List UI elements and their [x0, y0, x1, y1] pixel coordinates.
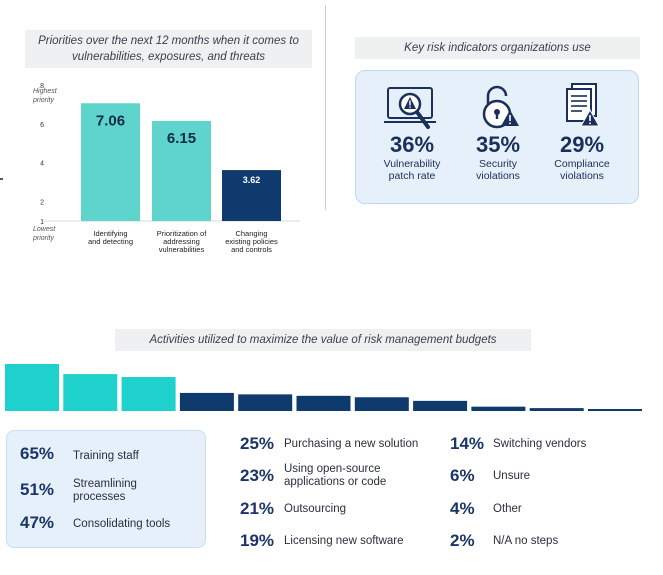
category-label: Prioritization of	[157, 229, 208, 238]
activity-bar	[354, 397, 409, 411]
activity-bar	[588, 409, 642, 411]
document-warning-icon	[552, 82, 612, 132]
highest-priority-label: priority	[32, 97, 55, 104]
activity-bar	[5, 364, 59, 411]
priority-bar	[81, 103, 140, 221]
priority-bar	[222, 170, 281, 221]
activity-label: Other	[493, 503, 522, 515]
lowest-priority-label: Lowest	[33, 226, 56, 233]
category-label: existing policies	[225, 237, 278, 246]
activity-pct: 2%	[450, 531, 475, 550]
left-edge-tick	[0, 178, 3, 180]
priorities-chart-title: Priorities over the next 12 months when …	[25, 30, 312, 68]
vulnerability-scan-icon	[382, 82, 442, 132]
y-tick-label: 8	[40, 83, 44, 90]
kri-pct: 35%	[475, 132, 521, 157]
activity-bar	[179, 392, 234, 411]
kri-title: Key risk indicators organizations use	[355, 37, 640, 59]
category-label: vulnerabilities	[159, 245, 205, 254]
lowest-priority-label: priority	[32, 235, 55, 242]
activity-pct: 47%	[20, 513, 55, 532]
activity-label-line2: applications or code	[284, 476, 387, 488]
category-label: addressing	[163, 237, 200, 246]
activity-pct: 14%	[450, 434, 485, 453]
activities-chart-title-text: Activities utilized to maximize the valu…	[149, 334, 497, 346]
activity-label-line1: Streamlining	[73, 478, 137, 490]
activity-pct: 65%	[20, 444, 55, 463]
activity-pct: 6%	[450, 466, 475, 485]
vertical-divider	[325, 5, 326, 210]
kri-label-line2: violations	[476, 170, 520, 182]
activity-pct: 19%	[240, 531, 275, 550]
activity-bar	[238, 394, 293, 411]
priorities-chart-title-text: Priorities over the next 12 months when …	[38, 35, 299, 63]
kri-label-line2: patch rate	[388, 170, 436, 182]
activities-bar-chart	[5, 364, 642, 411]
bar-value-label: 7.06	[96, 112, 125, 129]
activity-pct: 51%	[20, 480, 55, 499]
activity-label: Using open-source applications or code	[284, 463, 386, 489]
activity-pct: 23%	[240, 466, 275, 485]
kri-pct: 36%	[389, 132, 435, 157]
activity-bar	[471, 406, 526, 411]
kri-label-line2: violations	[560, 170, 604, 182]
activity-label-line1: Using open-source	[284, 463, 381, 475]
kri-item-security: 35% Security violations	[456, 82, 540, 182]
activity-pct: 25%	[240, 434, 275, 453]
priority-bar	[152, 120, 211, 221]
category-label: and controls	[231, 245, 272, 254]
activity-pct: 4%	[450, 499, 475, 518]
activity-bar	[296, 395, 351, 411]
activity-label: Consolidating tools	[73, 518, 171, 530]
y-tick-label: 2	[40, 200, 44, 207]
y-tick-label: 4	[40, 161, 44, 168]
activity-label: Streamlining processes	[73, 478, 137, 504]
activity-label: Outsourcing	[284, 503, 347, 515]
bar-value-label: 3.62	[243, 175, 261, 185]
y-tick-label: 1	[40, 219, 44, 226]
category-label: and detecting	[88, 237, 133, 246]
activity-label: Unsure	[493, 470, 531, 482]
category-label: Changing	[235, 229, 267, 238]
activities-chart-title: Activities utilized to maximize the valu…	[115, 329, 531, 351]
activity-bar	[413, 400, 468, 411]
activity-bar	[121, 377, 176, 411]
activity-label: N/A no steps	[493, 535, 559, 547]
kri-label-line1: Vulnerability	[383, 158, 441, 170]
kri-item-compliance: 29% Compliance violations	[540, 82, 624, 182]
activity-label: Switching vendors	[493, 438, 587, 450]
activity-label: Purchasing a new solution	[284, 438, 419, 450]
bar-value-label: 6.15	[167, 130, 196, 147]
kri-pct: 29%	[559, 132, 605, 157]
kri-label-line1: Security	[479, 158, 517, 170]
activity-bar	[529, 408, 584, 411]
y-tick-label: 6	[40, 122, 44, 129]
activity-label: Licensing new software	[284, 535, 404, 547]
category-label: Identifying	[93, 229, 127, 238]
activity-label: Training staff	[73, 450, 139, 462]
activity-pct: 21%	[240, 499, 275, 518]
kri-title-text: Key risk indicators organizations use	[404, 42, 591, 54]
highest-priority-label: Highest	[33, 88, 58, 95]
activity-bar	[63, 374, 118, 411]
top-activities-panel	[6, 430, 206, 548]
kri-label-line1: Compliance	[554, 158, 610, 170]
activity-label-line2: processes	[73, 491, 126, 503]
padlock-warning-icon	[468, 82, 528, 132]
kri-item-vulnerability: 36% Vulnerability patch rate	[370, 82, 454, 182]
